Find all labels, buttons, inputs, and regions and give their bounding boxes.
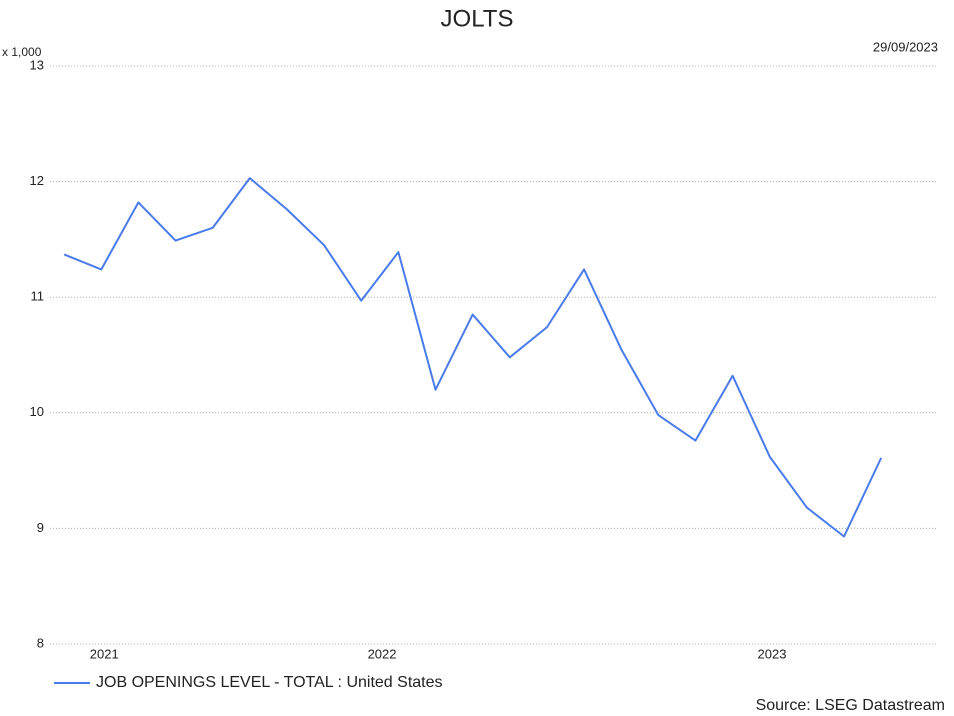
- x-tick-label: 2023: [758, 646, 787, 661]
- date-label: 29/09/2023: [873, 39, 938, 54]
- y-tick-label: 10: [30, 404, 44, 419]
- y-tick-label: 8: [37, 635, 44, 650]
- x-tick-label: 2021: [90, 646, 119, 661]
- y-tick-label: 9: [37, 520, 44, 535]
- x-tick-label: 2022: [368, 646, 397, 661]
- y-tick-label: 12: [30, 173, 44, 188]
- legend-label: JOB OPENINGS LEVEL - TOTAL : United Stat…: [96, 674, 443, 691]
- y-tick-label: 11: [31, 289, 45, 304]
- y-unit: x 1,000: [2, 45, 42, 59]
- chart-title: JOLTS: [441, 5, 514, 32]
- line: [63, 177, 883, 538]
- y-tick-label: 13: [30, 57, 44, 72]
- source: Source: LSEG Datastream: [756, 697, 945, 714]
